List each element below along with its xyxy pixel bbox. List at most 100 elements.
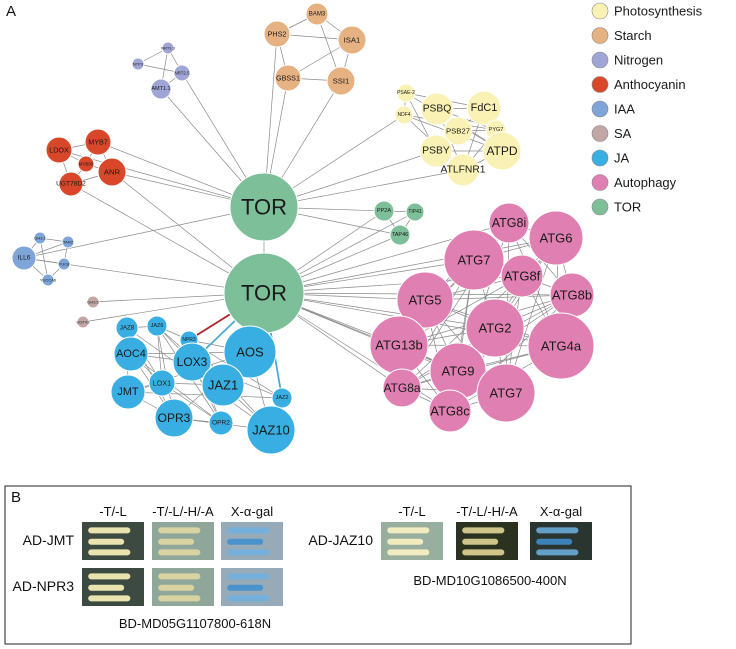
panel-b-frame xyxy=(4,485,632,645)
legend-swatch xyxy=(591,174,609,191)
legend-item-tor: TOR xyxy=(591,198,641,216)
legend-swatch xyxy=(591,198,609,216)
node-gh31: GH3.1 xyxy=(33,231,47,245)
legend-label: Starch xyxy=(614,28,652,43)
node-atg13b: ATG13b xyxy=(369,315,429,375)
node-circle xyxy=(58,171,84,197)
node-label: ATG8b xyxy=(552,288,592,303)
edge-tor-a-ill6 xyxy=(23,206,265,259)
node-label: FdC1 xyxy=(471,102,498,114)
legend-swatch xyxy=(591,149,609,167)
colony-streak xyxy=(158,595,201,602)
node-label: ANR xyxy=(104,168,121,177)
node-tor-b: TOR xyxy=(223,252,305,334)
node-circle xyxy=(61,235,75,249)
node-label: ATG8a xyxy=(383,381,420,395)
node-psae2: PSAE-2 xyxy=(396,83,416,103)
colony-streak xyxy=(536,527,579,534)
node-label: LDOX xyxy=(49,146,69,155)
node-circle xyxy=(428,389,472,433)
colony-streak xyxy=(536,549,579,556)
node-circle xyxy=(389,224,411,246)
node-atg2: ATG2 xyxy=(465,298,525,358)
colony-streak xyxy=(227,527,270,534)
plate-ad-jaz10-2 xyxy=(530,522,592,560)
node-circle xyxy=(77,155,95,173)
node-label: ATG7 xyxy=(458,253,491,268)
column-header-t-l-h-a: -T/-L/-H/-A xyxy=(456,504,518,519)
legend-swatch xyxy=(591,27,609,44)
node-circle xyxy=(223,325,277,379)
node-label: TOR xyxy=(241,195,287,220)
legend-swatch xyxy=(591,51,609,69)
node-label: LOX3 xyxy=(177,355,208,369)
node-atg8b: ATG8b xyxy=(549,272,595,318)
node-circle xyxy=(146,315,168,337)
node-tar2: TAR2 xyxy=(61,235,75,249)
node-label: ATG5 xyxy=(409,293,442,308)
node-circle xyxy=(419,134,453,168)
node-myb7: MYB7 xyxy=(84,128,112,156)
node-label: ATG9 xyxy=(442,364,475,379)
node-circle xyxy=(337,25,367,55)
legend-item-sa: SA xyxy=(591,125,632,142)
node-psbq: PSBQ xyxy=(420,92,454,126)
node-circle xyxy=(476,363,536,423)
edge-aoc4-opr2 xyxy=(130,353,222,424)
node-label: MYB90 xyxy=(79,162,94,167)
node-atpd: ATPD xyxy=(482,131,522,171)
legend-label: Anthocyanin xyxy=(614,77,686,92)
node-label: BAM3 xyxy=(309,11,326,18)
node-jaz2: JAZ2 xyxy=(271,387,293,409)
node-lox3: LOX3 xyxy=(172,342,212,382)
node-label: ATG13b xyxy=(375,338,422,353)
node-circle xyxy=(396,271,454,329)
colony-streak xyxy=(158,549,201,556)
node-nrt13: NRT1.3 xyxy=(161,41,176,55)
node-isa1: ISA1 xyxy=(337,25,367,55)
node-circle xyxy=(527,312,595,380)
node-circle xyxy=(420,92,454,126)
legend-item-photosynthesis: Photosynthesis xyxy=(591,2,703,20)
colony-streak xyxy=(88,595,131,602)
node-label: AOC4 xyxy=(116,348,146,360)
legend-swatch xyxy=(591,2,609,20)
node-nrt25: NRT2.5 xyxy=(173,64,191,82)
node-label: UGT43 xyxy=(77,320,91,325)
node-label: ATG8f xyxy=(504,269,541,284)
colony-streak xyxy=(158,538,195,545)
node-label: NPR3 xyxy=(182,337,196,343)
node-tip41: TIP41 xyxy=(405,202,425,222)
node-label: ATG7 xyxy=(490,386,523,401)
node-label: LOX1 xyxy=(153,379,171,388)
node-label: PHS2 xyxy=(268,30,287,39)
node-aos: AOS xyxy=(223,325,277,379)
node-label: OPR2 xyxy=(212,420,230,427)
column-header-t-l: -T/-L xyxy=(99,504,126,519)
node-lox1: LOX1 xyxy=(148,369,176,397)
node-atg7a: ATG7 xyxy=(443,229,505,291)
node-label: PSB27 xyxy=(446,127,470,136)
plate-ad-npr3-1 xyxy=(152,568,214,606)
node-circle xyxy=(246,405,296,455)
node-circle xyxy=(76,315,90,329)
node-label: PYG7 xyxy=(489,127,504,133)
node-label: GBSS1 xyxy=(276,74,300,83)
column-header-x-gal: X-α-gal xyxy=(540,504,582,519)
plate-ad-jmt-1 xyxy=(152,522,214,560)
node-ugt78d2: UGT78D2 xyxy=(56,171,86,197)
node-label: PP2A xyxy=(377,208,391,214)
node-label: NRT2.5 xyxy=(174,71,190,76)
node-label: SSI1 xyxy=(333,77,350,86)
node-atg8c: ATG8c xyxy=(428,389,472,433)
node-label: AMT1.1 xyxy=(151,86,170,92)
colony-streak xyxy=(387,549,430,556)
node-atg5: ATG5 xyxy=(396,271,454,329)
colony-streak xyxy=(227,573,270,580)
colony-streak xyxy=(227,595,270,602)
row-label-ad-jmt: AD-JMT xyxy=(23,532,75,548)
node-atg6: ATG6 xyxy=(528,210,584,266)
node-label: OPR3 xyxy=(158,411,191,425)
colony-streak xyxy=(462,549,505,556)
